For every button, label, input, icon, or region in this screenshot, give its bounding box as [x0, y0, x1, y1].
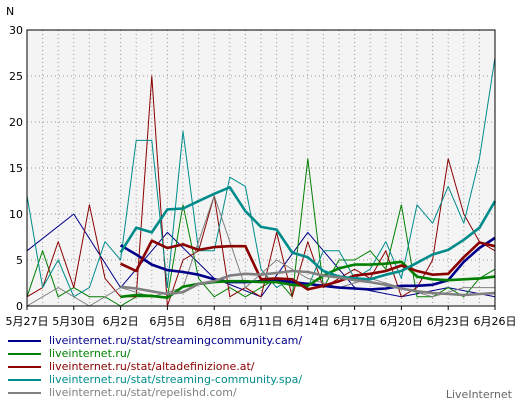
x-tick-label: 6月5日	[149, 315, 185, 328]
x-tick-label: 6月14日	[286, 315, 329, 328]
legend-swatch	[8, 353, 41, 355]
x-tick-label: 6月11日	[240, 315, 283, 328]
series-line-thick	[120, 260, 496, 300]
y-tick-label: 20	[9, 116, 23, 129]
x-tick-label: 5月30日	[52, 315, 95, 328]
series-line-thick	[119, 236, 496, 291]
series-line-thick	[119, 186, 497, 281]
series-line-thick	[120, 269, 496, 297]
series-line-thick	[120, 239, 496, 291]
x-axis: 5月27日 5月30日 6月2日 6月5日 6月8日 6月11日 6月14日 6月17日 6月2…	[6, 306, 517, 328]
series-group	[26, 57, 497, 307]
legend-label[interactable]: liveinternet.ru/stat/streamingcommunity.…	[49, 334, 303, 347]
x-tick-label: 5月27日	[6, 315, 49, 328]
x-tick-label: 6月17日	[333, 315, 376, 328]
legend-swatch	[8, 379, 41, 381]
legend-swatch	[8, 392, 41, 394]
legend-swatch	[8, 366, 41, 368]
legend-label[interactable]: liveinternet.ru/stat/streaming-community…	[49, 373, 303, 386]
x-tick-label: 6月2日	[103, 315, 139, 328]
y-tick-label: 5	[16, 254, 23, 267]
y-tick-label: 0	[16, 300, 23, 313]
legend-label[interactable]: liveinternet.ru/stat/altadefinizione.at/	[49, 360, 255, 373]
x-tick-label: 6月23日	[427, 315, 470, 328]
legend-label[interactable]: liveinternet.ru/	[49, 347, 131, 360]
y-tick-label: 15	[9, 162, 23, 175]
series-line-thin	[26, 57, 496, 298]
legend-swatch	[8, 340, 41, 342]
x-tick-label: 6月26日	[474, 315, 517, 328]
y-tick-label: 30	[9, 24, 23, 37]
series-line-thin	[26, 75, 496, 307]
y-axis-label: N	[6, 5, 14, 18]
brand-label[interactable]: LiveInternet	[445, 388, 512, 401]
x-tick-label: 6月8日	[196, 315, 232, 328]
y-tick-label: 10	[9, 208, 23, 221]
x-tick-label: 6月20日	[380, 315, 423, 328]
plot-area	[27, 30, 495, 306]
y-tick-label: 25	[9, 70, 23, 83]
y-axis: 0 5 10 15 20 25 30	[9, 24, 23, 313]
line-chart: 0 5 10 15 20 25 30 5月27日 5月30日 6月2日 6月5日 6月8日 6月11日…	[6, 5, 517, 328]
legend-label[interactable]: liveinternet.ru/stat/repelishd.com/	[49, 386, 237, 399]
